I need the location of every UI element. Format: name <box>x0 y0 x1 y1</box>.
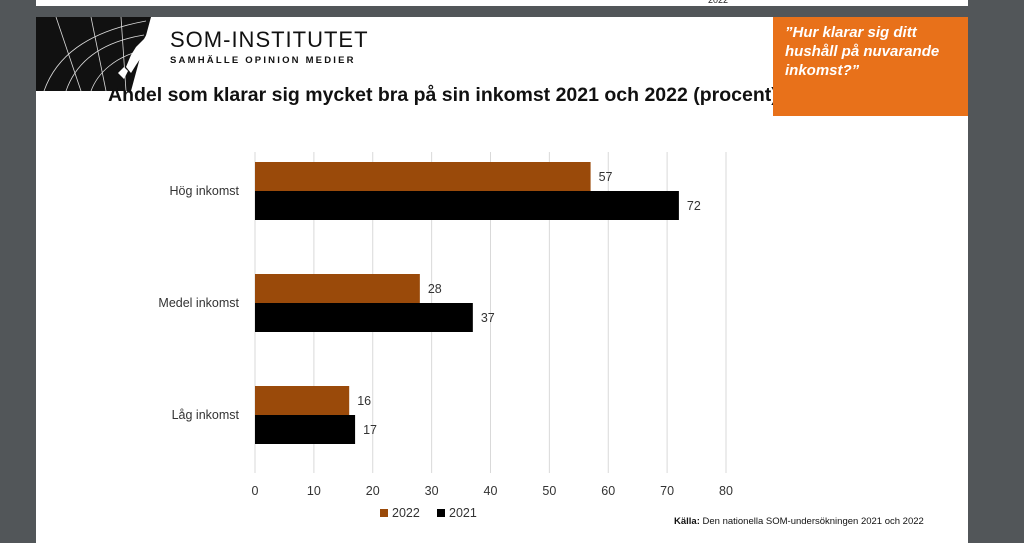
x-tick-label: 80 <box>719 484 733 498</box>
x-tick-label: 10 <box>307 484 321 498</box>
source-note: Källa: Den nationella SOM-undersökningen… <box>674 515 964 528</box>
x-tick-label: 0 <box>252 484 259 498</box>
category-label: Hög inkomst <box>170 184 240 198</box>
data-label: 17 <box>363 423 377 437</box>
previous-slide-source-tail: 2022 <box>708 0 729 5</box>
previous-slide-edge: 2022 <box>36 0 968 6</box>
source-text: Den nationella SOM-undersökningen 2021 o… <box>702 516 924 527</box>
legend-label: 2022 <box>392 506 420 520</box>
brand-name: SOM-INSTITUTET <box>170 27 369 52</box>
x-tick-label: 40 <box>484 484 498 498</box>
x-tick-label: 50 <box>542 484 556 498</box>
data-label: 16 <box>357 394 371 408</box>
bar-2021 <box>255 303 473 332</box>
bar-2021 <box>255 415 356 444</box>
slide: SOM-INSTITUTET SAMHÄLLE OPINION MEDIER A… <box>36 17 968 543</box>
x-tick-label: 70 <box>660 484 674 498</box>
legend-label: 2021 <box>449 506 477 520</box>
data-label: 37 <box>481 311 495 325</box>
x-tick-label: 30 <box>425 484 439 498</box>
survey-question-text: ”Hur klarar sig ditt hushåll på nuvarand… <box>785 24 940 79</box>
bar-chart: 57 72 28 37 16 17 0 10 20 30 40 50 60 70 80 Hög inkom… <box>158 152 733 520</box>
bar-2022 <box>255 274 420 303</box>
category-label: Låg inkomst <box>172 408 240 422</box>
viewer-scrollbar[interactable] <box>1002 0 1024 543</box>
brand-tagline: SAMHÄLLE OPINION MEDIER <box>170 55 356 66</box>
bar-2021 <box>255 191 679 220</box>
data-label: 57 <box>599 170 613 184</box>
data-label: 28 <box>428 282 442 296</box>
x-tick-label: 20 <box>366 484 380 498</box>
data-label: 72 <box>687 199 701 213</box>
legend-swatch <box>380 509 388 517</box>
bar-2022 <box>255 162 591 191</box>
bar-2022 <box>255 386 350 415</box>
source-label: Källa: <box>674 516 700 527</box>
legend-swatch <box>437 509 445 517</box>
x-tick-label: 60 <box>601 484 615 498</box>
chart-title: Andel som klarar sig mycket bra på sin i… <box>108 84 778 106</box>
som-logo-map-icon <box>36 17 157 91</box>
category-label: Medel inkomst <box>158 296 239 310</box>
survey-question-box: ”Hur klarar sig ditt hushåll på nuvarand… <box>773 17 968 116</box>
